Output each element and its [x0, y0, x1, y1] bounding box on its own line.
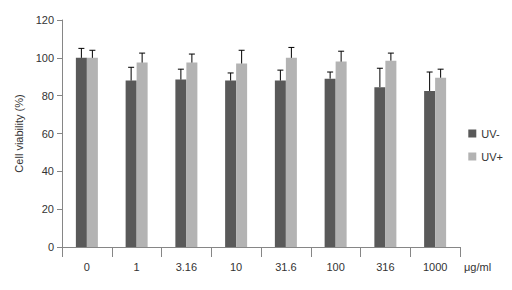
svg-text:UV+: UV+: [481, 151, 503, 163]
svg-text:100: 100: [36, 52, 54, 64]
svg-text:Cell viability (%): Cell viability (%): [13, 94, 25, 172]
svg-text:80: 80: [42, 90, 54, 102]
svg-text:120: 120: [36, 14, 54, 26]
svg-text:0: 0: [48, 241, 54, 253]
svg-text:μg/ml: μg/ml: [464, 261, 491, 273]
svg-text:40: 40: [42, 165, 54, 177]
svg-text:3.16: 3.16: [176, 261, 197, 273]
svg-text:60: 60: [42, 128, 54, 140]
svg-text:316: 316: [376, 261, 394, 273]
svg-text:0: 0: [84, 261, 90, 273]
svg-text:UV-: UV-: [481, 128, 500, 140]
svg-text:31.6: 31.6: [275, 261, 296, 273]
svg-text:10: 10: [230, 261, 242, 273]
svg-text:1000: 1000: [423, 261, 447, 273]
svg-text:20: 20: [42, 203, 54, 215]
svg-text:100: 100: [326, 261, 344, 273]
svg-text:1: 1: [134, 261, 140, 273]
